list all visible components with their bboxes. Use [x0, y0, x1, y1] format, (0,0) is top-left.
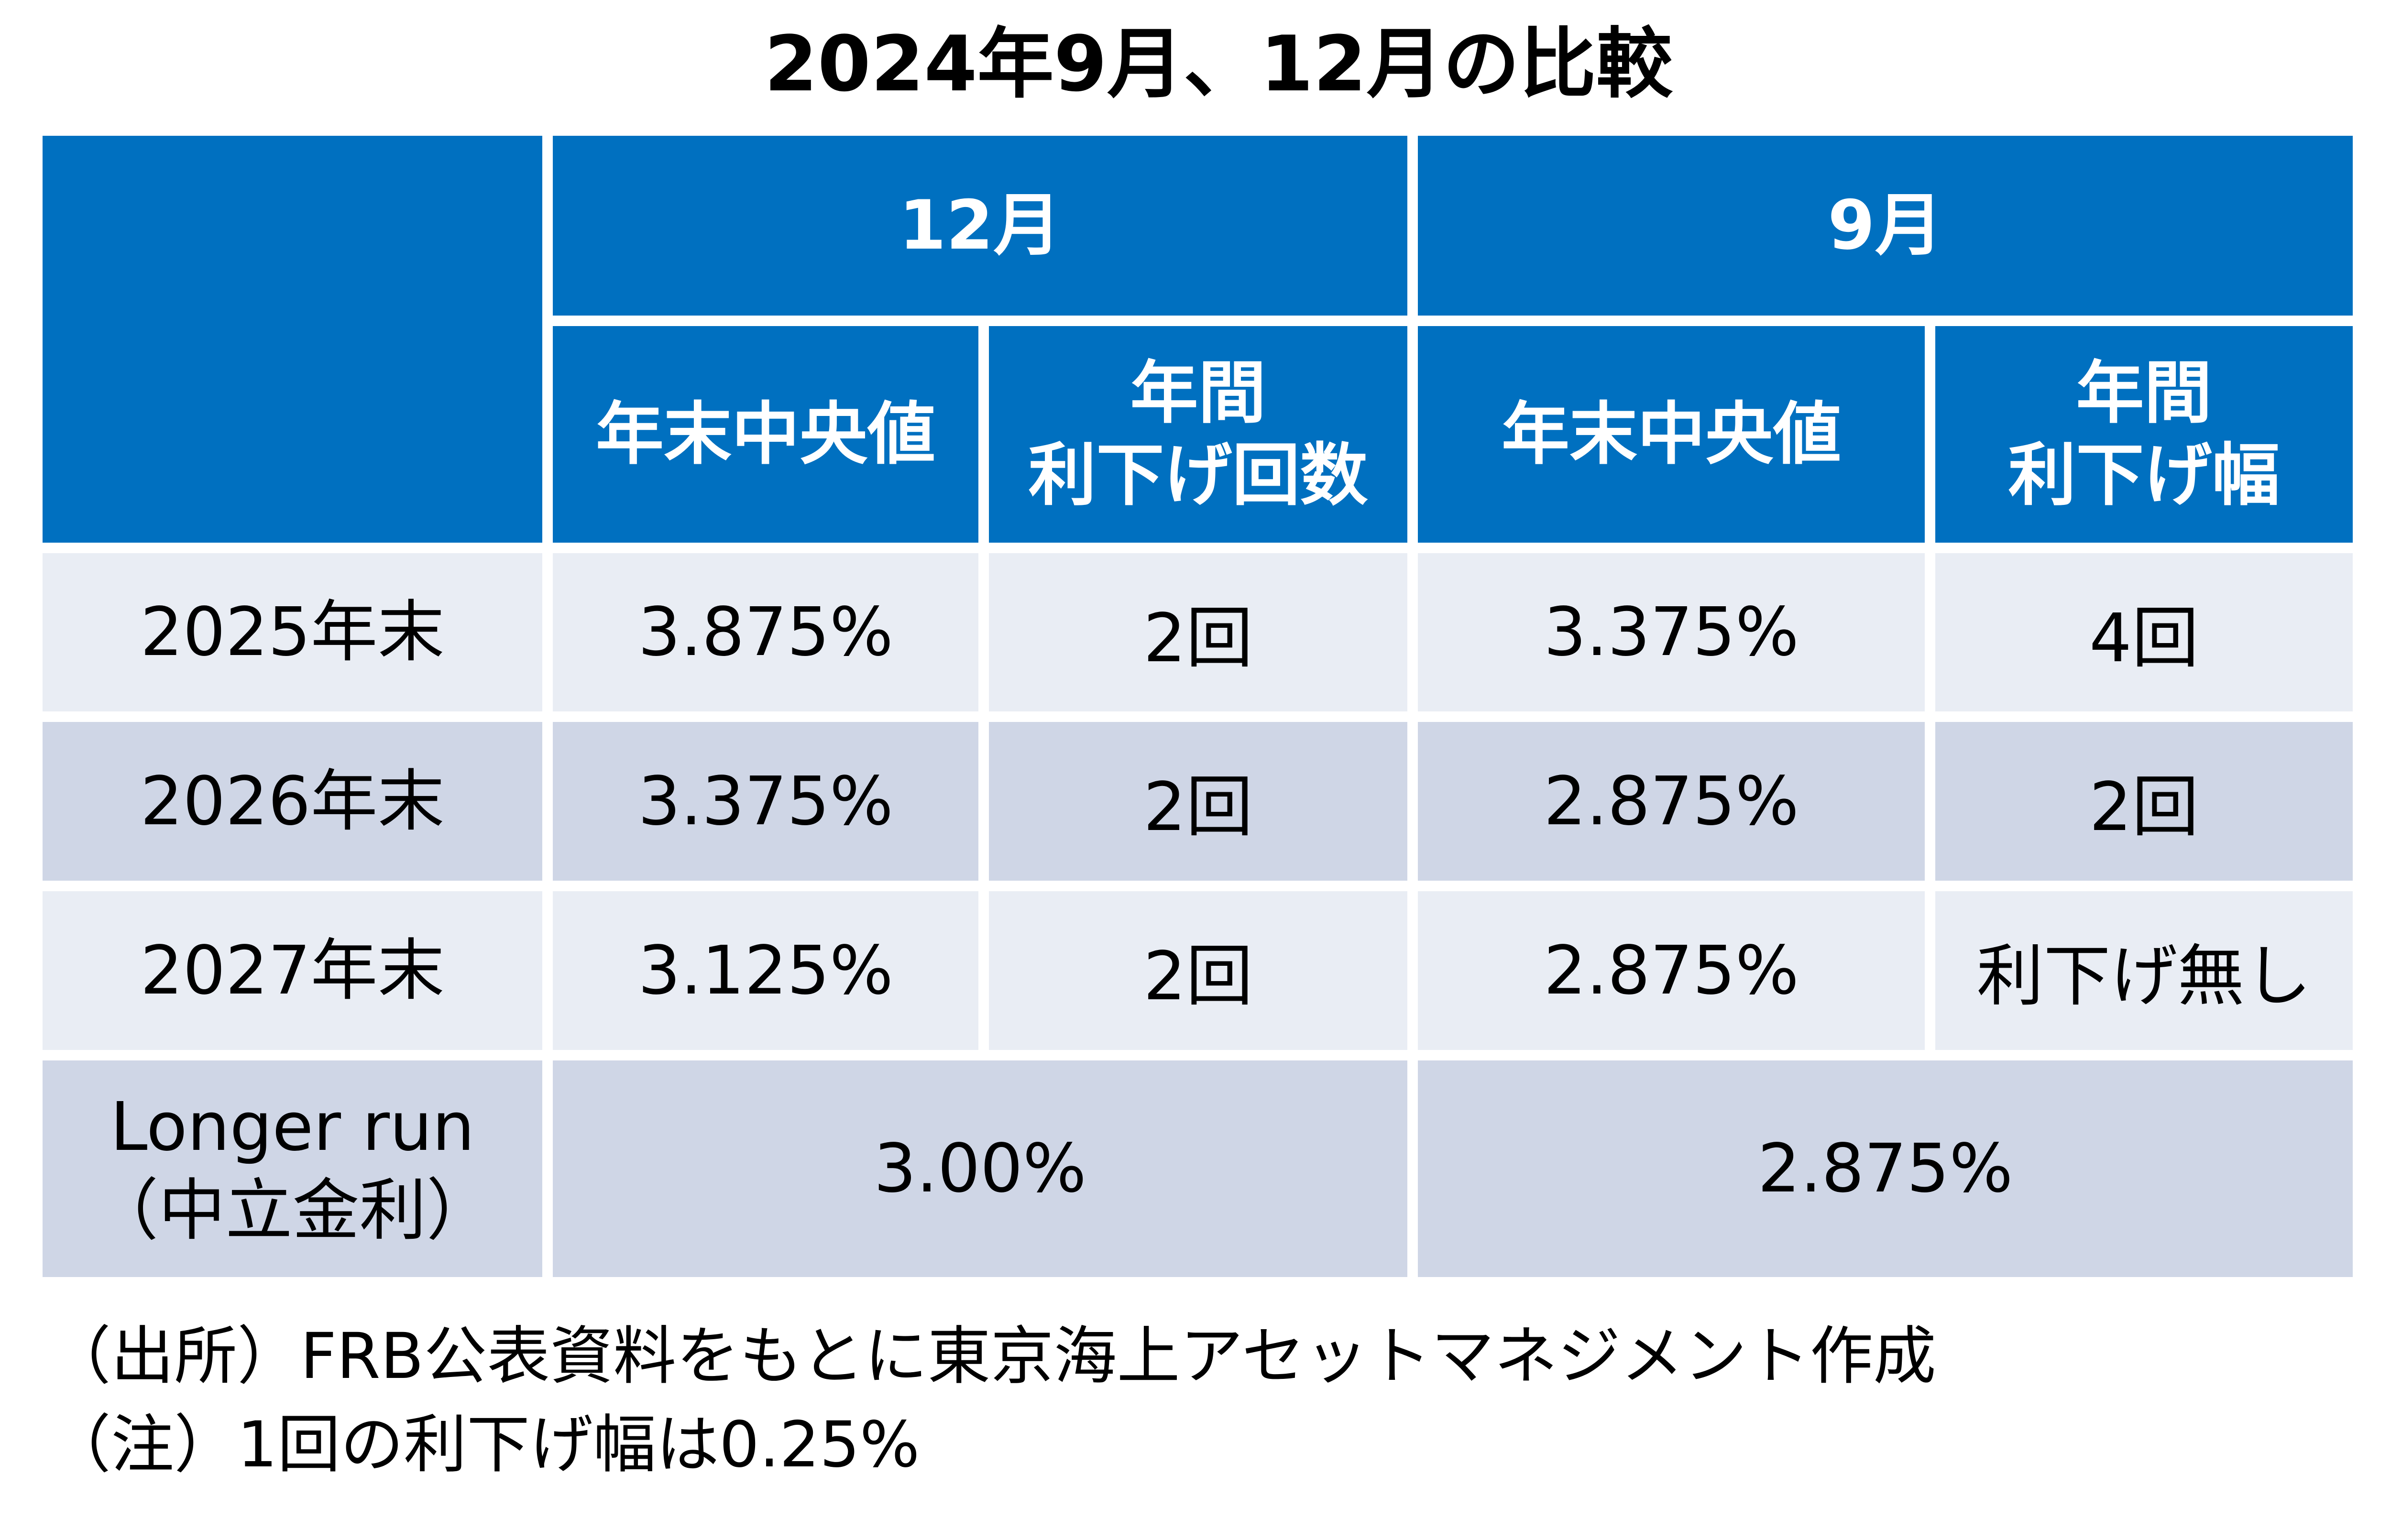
column-header-september-annual-cut-size: 年間 利下げ幅	[1935, 326, 2353, 543]
column-header-line: 年間	[1130, 353, 1266, 433]
column-header-december-annual-cuts: 年間 利下げ回数	[989, 326, 1407, 543]
row-label-line: （中立金利）	[91, 1171, 494, 1250]
cell-2027-september-median: 2.875%	[1418, 891, 1925, 1050]
cell-2025-december-median: 3.875%	[553, 553, 978, 711]
column-header-line: 年間	[2076, 353, 2212, 433]
cell-2026-september-median: 2.875%	[1418, 722, 1925, 881]
cell-longer-run-september: 2.875%	[1418, 1060, 2353, 1277]
cell-2025-september-median: 3.375%	[1418, 553, 1925, 711]
row-label-2025: 2025年末	[43, 553, 542, 711]
corner-header-cell	[43, 136, 542, 543]
row-label-2027: 2027年末	[43, 891, 542, 1050]
row-label-line: Longer run	[110, 1088, 475, 1166]
comparison-table: 12月 9月 年末中央値 年間 利下げ回数 年末中央値 年間 利下げ幅 2025…	[43, 136, 2353, 1277]
figure-title: 2024年9月、12月の比較	[764, 19, 1673, 109]
cell-2025-december-cuts: 2回	[989, 553, 1407, 711]
group-header-december: 12月	[553, 136, 1407, 316]
cell-2026-december-median: 3.375%	[553, 722, 978, 881]
cell-2027-december-cuts: 2回	[989, 891, 1407, 1050]
cell-longer-run-december: 3.00%	[553, 1060, 1407, 1277]
row-label-2026: 2026年末	[43, 722, 542, 881]
column-header-line: 年末中央値	[1502, 394, 1841, 474]
group-header-september: 9月	[1418, 136, 2353, 316]
source-note: （出所）FRB公表資料をもとに東京海上アセットマネジメント作成	[48, 1320, 1936, 1393]
cell-2027-december-median: 3.125%	[553, 891, 978, 1050]
cell-2027-september-cuts: 利下げ無し	[1935, 891, 2353, 1050]
cell-2025-september-cuts: 4回	[1935, 553, 2353, 711]
row-label-line: 2025年末	[140, 593, 445, 671]
column-header-line: 利下げ回数	[1028, 436, 1368, 515]
footnotes: （出所）FRB公表資料をもとに東京海上アセットマネジメント作成 （注）1回の利下…	[48, 1312, 1936, 1489]
column-header-december-median: 年末中央値	[553, 326, 978, 543]
row-label-line: 2026年末	[140, 762, 445, 841]
explanatory-note: （注）1回の利下げ幅は0.25%	[48, 1408, 920, 1482]
cell-2026-september-cuts: 2回	[1935, 722, 2353, 881]
column-header-september-median: 年末中央値	[1418, 326, 1925, 543]
column-header-line: 年末中央値	[596, 394, 935, 474]
column-header-line: 利下げ幅	[2008, 436, 2280, 515]
group-header-label: 9月	[1828, 186, 1943, 265]
row-label-longer-run: Longer run （中立金利）	[43, 1060, 542, 1277]
row-label-line: 2027年末	[140, 931, 445, 1010]
cell-2026-december-cuts: 2回	[989, 722, 1407, 881]
group-header-label: 12月	[899, 186, 1062, 265]
